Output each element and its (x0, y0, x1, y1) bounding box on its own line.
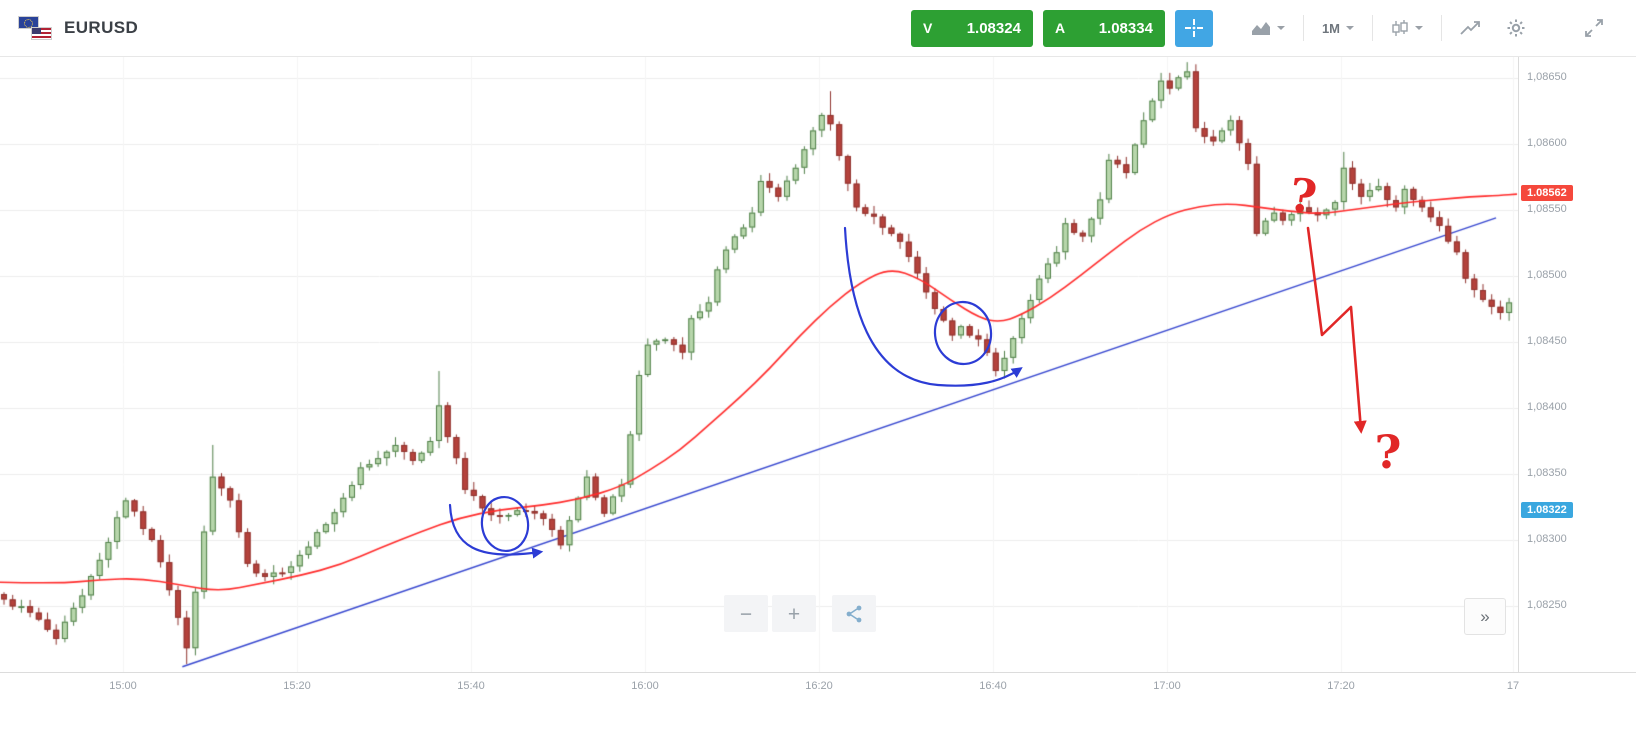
topbar: EURUSD V 1.08324 A 1.08334 (0, 0, 1636, 57)
time-tick-label: 16:40 (979, 680, 1007, 692)
time-tick-label: 15:20 (283, 680, 311, 692)
symbol-name: EURUSD (64, 18, 139, 37)
sell-side-label: V (922, 20, 933, 36)
price-tick-label: 1,08250 (1527, 599, 1567, 611)
time-tick-label: 15:40 (457, 680, 485, 692)
trend-indicator-icon (1460, 21, 1480, 35)
topbar-actions: V 1.08324 A 1.08334 (910, 9, 1616, 47)
share-icon (846, 605, 862, 622)
zoom-out-button[interactable]: − (724, 595, 768, 632)
chevron-down-icon (1276, 26, 1285, 30)
fullscreen-button[interactable] (1572, 10, 1616, 47)
ma-price-badge: 1.08562 (1521, 185, 1573, 202)
price-tick-label: 1,08650 (1527, 71, 1567, 83)
time-tick-label: 16:00 (631, 680, 659, 692)
zoom-in-button[interactable]: + (772, 595, 816, 632)
time-tick-label: 17:00 (1153, 680, 1181, 692)
candlestick-icon (1392, 19, 1408, 36)
timeframe-label: 1M (1321, 20, 1340, 36)
settings-button[interactable] (1494, 10, 1538, 47)
us-flag-icon (31, 27, 52, 40)
eurusd-flags-icon (18, 16, 52, 40)
price-tick-label: 1,08550 (1527, 203, 1567, 215)
eu-flag-icon (18, 16, 39, 29)
timeframe-button[interactable]: 1M (1310, 10, 1366, 47)
gear-icon (1507, 19, 1525, 37)
indicators-button[interactable] (1448, 10, 1494, 47)
time-tick-label: 16:20 (805, 680, 833, 692)
buy-price: 1.08334 (1098, 19, 1153, 37)
price-tick-label: 1,08300 (1527, 533, 1567, 545)
area-chart-icon (1251, 21, 1270, 35)
toolbar-divider (1302, 15, 1304, 41)
toolbar-divider (1372, 15, 1373, 41)
expand-icon (1585, 19, 1603, 37)
crosshair-icon (1184, 19, 1203, 37)
time-tick-label: 15:00 (109, 680, 137, 692)
sell-price: 1.08324 (966, 19, 1021, 37)
time-tick-label: 17 (1506, 680, 1520, 692)
bid-price-badge: 1.08322 (1521, 501, 1573, 518)
price-tick-label: 1,08450 (1527, 335, 1567, 347)
sell-button[interactable]: V 1.08324 (910, 9, 1033, 47)
chevron-down-icon (1415, 26, 1423, 30)
zoom-controls: − + (724, 595, 876, 632)
price-tick-label: 1,08350 (1527, 467, 1567, 479)
time-tick-label: 17:20 (1327, 680, 1355, 692)
chart-area: ?? − + » (0, 57, 1518, 672)
chart-toolbar: 1M (1239, 10, 1616, 47)
time-axis[interactable]: 15:00 15:20 15:40 16:00 16:20 16:40 17:00 17:20… (0, 672, 1636, 702)
buy-side-label: A (1054, 20, 1066, 36)
share-button[interactable] (832, 595, 876, 632)
toolbar-divider (1441, 15, 1442, 41)
price-tick-label: 1,08400 (1527, 401, 1567, 413)
candle-style-button[interactable] (1379, 10, 1435, 47)
chevron-down-icon (1346, 26, 1354, 30)
price-tick-label: 1,08600 (1527, 137, 1567, 149)
price-axis[interactable]: 1,08650 1,08600 1,08550 1,08500 1,08450 1,084… (1518, 57, 1636, 672)
buy-button[interactable]: A 1.08334 (1042, 9, 1165, 47)
price-tick-label: 1,08500 (1527, 269, 1567, 281)
new-order-crosshair-button[interactable] (1174, 9, 1213, 47)
price-chart-canvas[interactable] (0, 57, 1518, 672)
collapse-panel-button[interactable]: » (1464, 598, 1506, 635)
chart-type-button[interactable] (1239, 10, 1297, 47)
